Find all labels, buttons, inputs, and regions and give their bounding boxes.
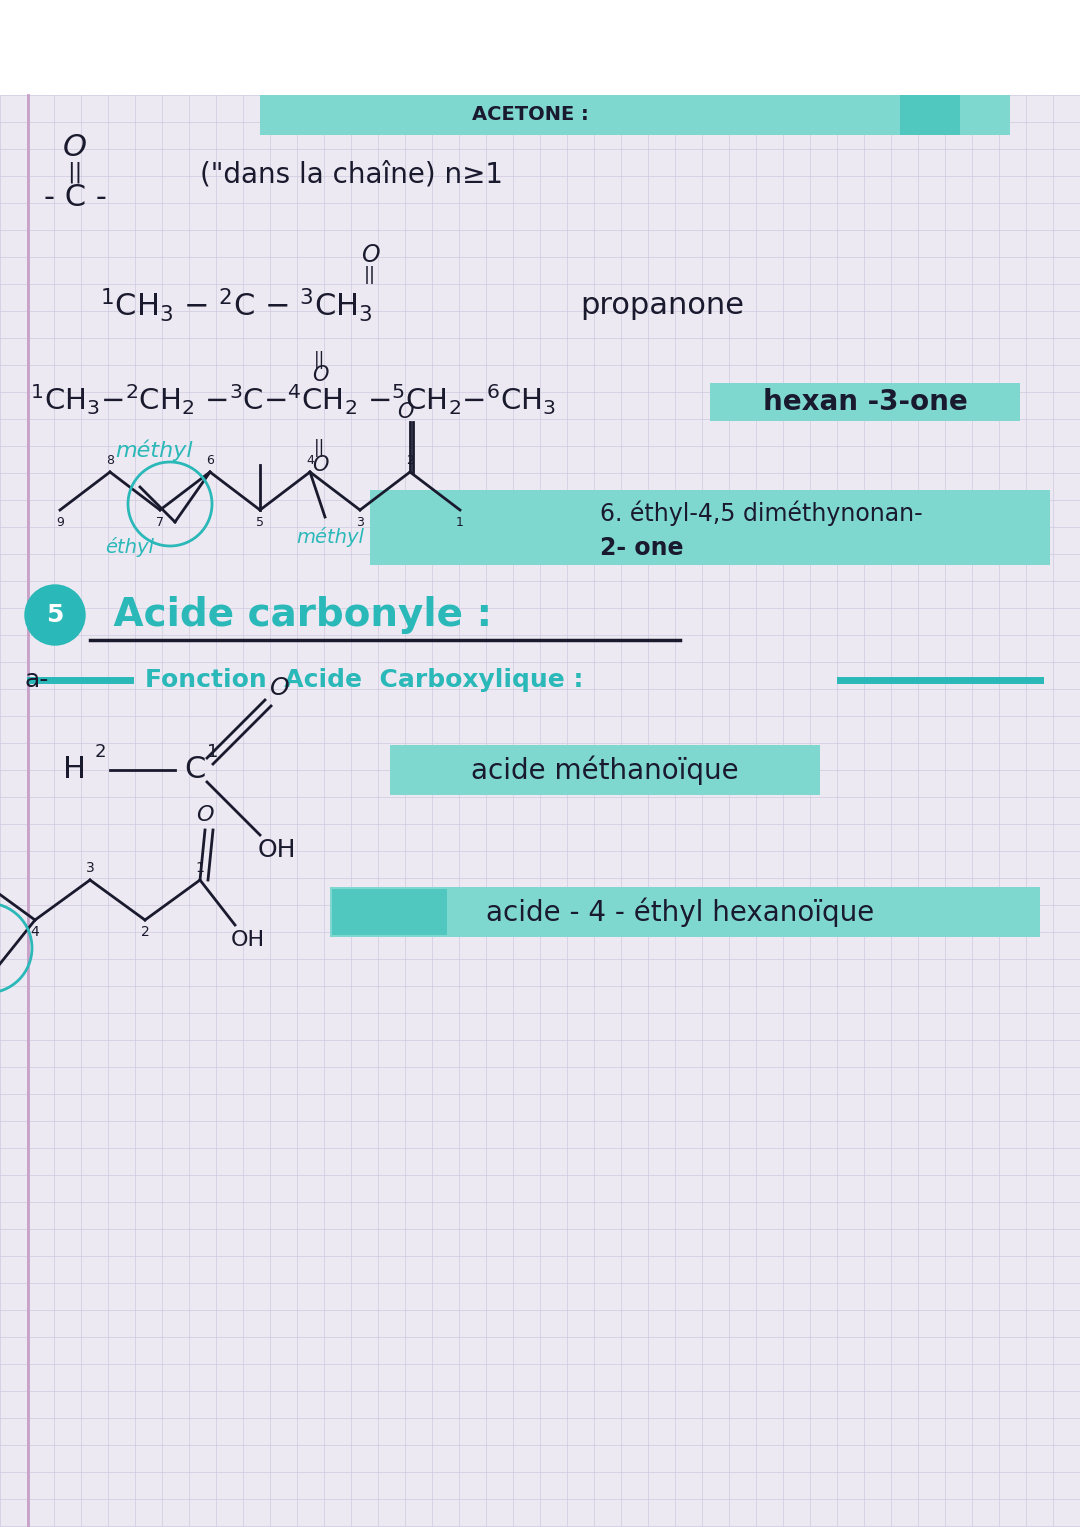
Text: 1: 1 (456, 516, 464, 528)
Bar (370, 490, 1050, 565)
Text: 3: 3 (85, 861, 94, 875)
Text: $\mathregular{{}^1}$CH$_3$ $-$ $\mathregular{{}^2}$C $-$ $\mathregular{{}^3}$CH$: $\mathregular{{}^1}$CH$_3$ $-$ $\mathreg… (100, 286, 373, 324)
Bar (332, 889, 447, 935)
Text: H: H (64, 756, 86, 785)
Text: méthyl: méthyl (114, 440, 192, 461)
Text: 5: 5 (256, 516, 264, 528)
Text: OH: OH (231, 930, 265, 950)
Text: ||: || (314, 351, 326, 370)
Text: 9: 9 (56, 516, 64, 528)
Text: 2: 2 (140, 925, 149, 939)
Text: ||: || (67, 162, 83, 183)
Text: a-: a- (25, 667, 50, 692)
Bar (390, 745, 820, 796)
Text: 6: 6 (206, 454, 214, 467)
Text: ("dans la chaîne) n≥1: ("dans la chaîne) n≥1 (200, 160, 503, 189)
Text: 3: 3 (356, 516, 364, 528)
Bar (0, 0, 1080, 95)
Text: 4: 4 (306, 454, 314, 467)
Text: propanone: propanone (580, 290, 744, 319)
Text: OH: OH (258, 838, 296, 863)
Text: éthyl: éthyl (106, 538, 154, 557)
Text: méthyl: méthyl (296, 527, 364, 547)
Text: acide - 4 - éthyl hexanoïque: acide - 4 - éthyl hexanoïque (486, 898, 874, 927)
Text: O: O (312, 365, 328, 385)
Text: O: O (197, 805, 214, 825)
Text: 2- one: 2- one (600, 536, 684, 560)
Text: 1: 1 (207, 744, 218, 760)
Text: hexan -3-one: hexan -3-one (762, 388, 968, 415)
Bar (260, 95, 1010, 134)
Bar (710, 383, 1020, 421)
Text: 2: 2 (94, 744, 106, 760)
Bar (900, 95, 960, 134)
Text: O: O (270, 676, 289, 699)
Text: O: O (312, 455, 328, 475)
Text: 7: 7 (156, 516, 164, 528)
Text: O: O (63, 133, 87, 162)
Text: - C -: - C - (43, 183, 107, 212)
Text: O: O (396, 402, 414, 421)
Text: C: C (185, 756, 205, 785)
Text: Acide carbonyle :: Acide carbonyle : (100, 596, 492, 634)
Text: ACETONE :: ACETONE : (472, 105, 589, 125)
Text: acide méthanoïque: acide méthanoïque (471, 756, 739, 785)
Text: O: O (361, 243, 379, 267)
Text: 2: 2 (406, 454, 414, 467)
Text: 6. éthyl-4,5 diméthynonan-: 6. éthyl-4,5 diméthynonan- (600, 501, 922, 525)
Bar (330, 887, 1040, 938)
Circle shape (25, 585, 85, 644)
Text: 8: 8 (106, 454, 114, 467)
Text: ||: || (364, 266, 376, 284)
Text: ||: || (314, 438, 326, 457)
Text: 5: 5 (46, 603, 64, 628)
Text: $\mathregular{{}^1}$CH$_3$$-$$\mathregular{{}^2}$CH$_2$ $-$$\mathregular{{}^3}$C: $\mathregular{{}^1}$CH$_3$$-$$\mathregul… (30, 383, 556, 417)
Text: Fonction  Acide  Carboxylique :: Fonction Acide Carboxylique : (145, 667, 583, 692)
Text: 1: 1 (195, 861, 204, 875)
Text: 4: 4 (30, 925, 39, 939)
